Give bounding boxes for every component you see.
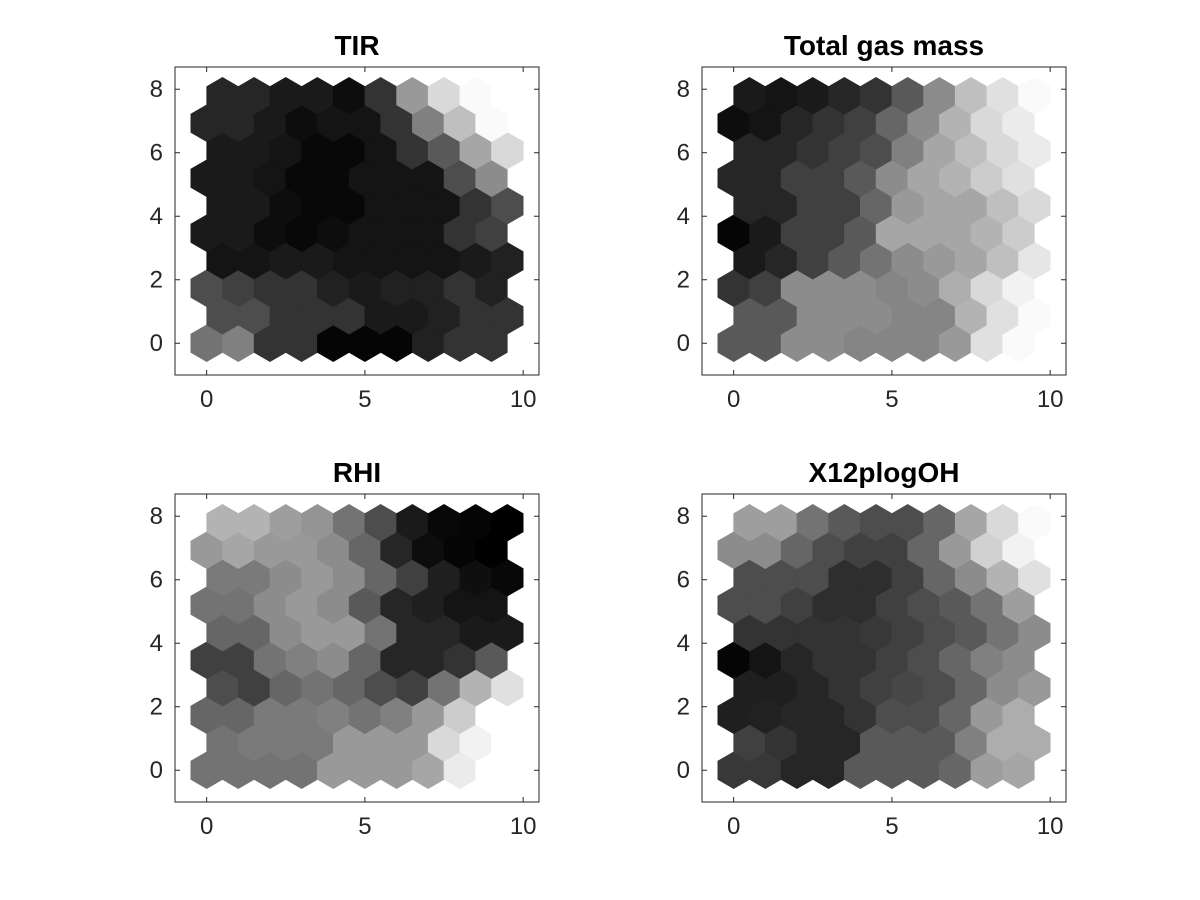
- hex-cell: [1018, 504, 1051, 542]
- y-tick-label: 8: [677, 76, 690, 103]
- x-tick-label: 5: [358, 386, 371, 413]
- x-tick-label: 5: [885, 813, 898, 840]
- y-tick-label: 2: [677, 694, 690, 721]
- axes-box: [174, 66, 540, 376]
- hex-cell: [1018, 77, 1051, 115]
- y-tick-label: 4: [150, 203, 163, 230]
- x-tick-label: 5: [885, 386, 898, 413]
- axes-box: [174, 493, 540, 803]
- y-tick-label: 2: [150, 267, 163, 294]
- y-tick-label: 2: [150, 694, 163, 721]
- y-tick-label: 0: [150, 330, 163, 357]
- hex-cell: [491, 504, 524, 542]
- hex-cells: [717, 77, 1051, 362]
- chart-panel-3: RHI 0 5 10 0 2 4 6 8: [150, 457, 540, 840]
- chart-title: Total gas mass: [784, 30, 984, 61]
- chart-title: X12plogOH: [809, 457, 960, 488]
- chart-title: RHI: [333, 457, 381, 488]
- y-tick-label: 2: [677, 267, 690, 294]
- x-tick-label: 0: [727, 386, 740, 413]
- x-tick-label: 0: [200, 813, 213, 840]
- y-tick-label: 8: [150, 76, 163, 103]
- chart-title: TIR: [334, 30, 379, 61]
- y-tick-label: 6: [150, 140, 163, 167]
- chart-panel-2: Total gas mass 0 5 10 0 2 4 6 8: [677, 30, 1067, 413]
- hex-cells: [190, 77, 524, 362]
- y-tick-label: 0: [677, 757, 690, 784]
- hex-cells: [717, 504, 1051, 789]
- axes-box: [701, 66, 1067, 376]
- x-tick-label: 10: [510, 813, 537, 840]
- y-tick-label: 6: [677, 567, 690, 594]
- y-tick-label: 0: [150, 757, 163, 784]
- x-tick-label: 5: [358, 813, 371, 840]
- y-tick-label: 6: [677, 140, 690, 167]
- x-tick-label: 0: [727, 813, 740, 840]
- x-tick-label: 10: [1037, 386, 1064, 413]
- chart-panel-1: TIR 0 5 10 0 2 4 6 8: [150, 30, 540, 413]
- axes-box: [701, 493, 1067, 803]
- y-tick-label: 4: [150, 630, 163, 657]
- y-tick-label: 0: [677, 330, 690, 357]
- y-tick-label: 8: [677, 503, 690, 530]
- hex-cells: [190, 504, 524, 789]
- x-tick-label: 10: [510, 386, 537, 413]
- panels: TIR 0 5 10 0 2 4 6 8 Total gas mass 0 5 10 0 2 4 6 8 RHI 0 5…: [150, 30, 1067, 840]
- y-tick-label: 6: [150, 567, 163, 594]
- y-tick-label: 4: [677, 203, 690, 230]
- y-tick-label: 4: [677, 630, 690, 657]
- hex-cell: [491, 77, 524, 115]
- x-tick-label: 0: [200, 386, 213, 413]
- chart-panel-4: X12plogOH 0 5 10 0 2 4 6 8: [677, 457, 1067, 840]
- y-tick-label: 8: [150, 503, 163, 530]
- x-tick-label: 10: [1037, 813, 1064, 840]
